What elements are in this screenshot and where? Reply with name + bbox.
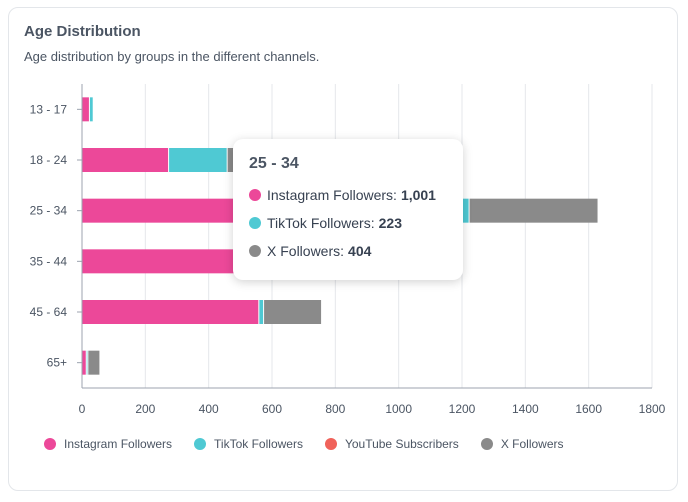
- legend-label: YouTube Subscribers: [344, 437, 459, 451]
- axes: 0 200 400 600 800 1000 1200 1400 1600 1800 13 - 17…: [30, 84, 666, 416]
- tooltip-row-instagram: Instagram Followers: 1,001: [249, 187, 447, 203]
- x-color-dot: [480, 438, 493, 450]
- legend-item-youtube[interactable]: YouTube Subscribers: [324, 437, 459, 451]
- bar-tiktok-65plus[interactable]: [86, 350, 88, 375]
- tooltip-label: TikTok Followers:: [267, 215, 375, 231]
- legend-label: TikTok Followers: [214, 437, 303, 451]
- x-tick-label: 1600: [575, 402, 602, 416]
- bar-x-65plus[interactable]: [88, 350, 100, 375]
- chart-legend: Instagram Followers TikTok Followers You…: [44, 437, 586, 451]
- legend-item-tiktok[interactable]: TikTok Followers: [194, 437, 303, 451]
- bar-instagram-18-24[interactable]: [82, 148, 169, 172]
- card-title: Age Distribution: [24, 23, 141, 40]
- instagram-color-dot: [249, 189, 261, 201]
- x-tick-label: 200: [135, 402, 155, 416]
- tooltip-value: 223: [378, 215, 402, 231]
- bar-instagram-65plus[interactable]: [82, 350, 86, 375]
- tooltip-value: 1,001: [400, 187, 436, 203]
- tooltip-label: X Followers:: [267, 243, 345, 259]
- youtube-color-dot: [324, 438, 337, 450]
- bar-instagram-13-17[interactable]: [82, 97, 89, 122]
- x-tick-label: 1400: [512, 402, 539, 416]
- y-category-label: 65+: [47, 356, 67, 370]
- bar-tiktok-13-17[interactable]: [89, 97, 93, 122]
- y-category-label: 45 - 64: [30, 305, 68, 319]
- tooltip-value: 404: [348, 243, 372, 259]
- x-tick-label: 1200: [449, 402, 476, 416]
- y-category-label: 13 - 17: [30, 102, 68, 116]
- legend-item-instagram[interactable]: Instagram Followers: [44, 437, 172, 451]
- y-category-label: 35 - 44: [30, 254, 68, 268]
- y-category-label: 25 - 34: [30, 204, 68, 218]
- x-tick-label: 1000: [385, 402, 412, 416]
- x-tick-label: 1800: [639, 402, 666, 416]
- instagram-color-dot: [44, 438, 56, 450]
- tiktok-color-dot: [194, 438, 207, 450]
- bar-x-18-24[interactable]: [227, 148, 234, 172]
- bar-tooltip: 25 - 34 Instagram Followers: 1,001 TikTo…: [233, 139, 463, 280]
- bar-tiktok-45-64[interactable]: [259, 300, 264, 324]
- x-color-dot: [249, 245, 261, 257]
- legend-label: Instagram Followers: [64, 437, 173, 451]
- card-subtitle: Age distribution by groups in the differ…: [24, 49, 320, 64]
- bar-x-25-34[interactable]: [469, 198, 598, 223]
- bar-x-45-64[interactable]: [264, 300, 322, 324]
- tiktok-color-dot: [249, 217, 261, 229]
- y-category-label: 18 - 24: [30, 153, 68, 167]
- tooltip-row-x: X Followers: 404: [249, 243, 447, 259]
- bar-tiktok-18-24[interactable]: [169, 148, 227, 172]
- bar-instagram-35-44[interactable]: [82, 249, 278, 274]
- tooltip-title: 25 - 34: [249, 155, 299, 172]
- x-tick-label: 800: [325, 402, 345, 416]
- x-tick-label: 400: [199, 402, 219, 416]
- x-tick-label: 0: [79, 402, 86, 416]
- legend-label: X Followers: [500, 437, 564, 451]
- bar-instagram-45-64[interactable]: [82, 300, 259, 324]
- tooltip-label: Instagram Followers:: [267, 187, 397, 203]
- x-tick-label: 600: [262, 402, 282, 416]
- legend-item-x[interactable]: X Followers: [480, 437, 564, 451]
- tooltip-row-tiktok: TikTok Followers: 223: [249, 215, 447, 231]
